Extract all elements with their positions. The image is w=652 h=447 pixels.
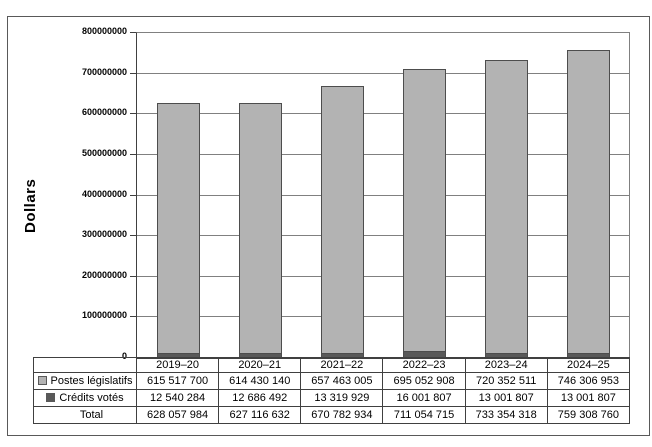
table-row: Crédits votés 12 540 284 12 686 492 13 319 … <box>33 389 631 407</box>
category-header-cell: 2023–24 <box>464 357 548 373</box>
plot-area <box>136 32 630 359</box>
table-row: Postes législatifs 615 517 700 614 430 140… <box>33 372 631 390</box>
row-label-cell: Postes législatifs <box>33 372 137 390</box>
value-cell: 720 352 511 <box>464 372 548 390</box>
y-tick-label: 100000000 <box>81 310 127 321</box>
bar-segment-postes-legislatifs <box>320 86 364 354</box>
category-header-cell: 2021–22 <box>300 357 384 373</box>
bar-segment-postes-legislatifs <box>402 69 446 352</box>
y-tick-label: 400000000 <box>81 188 127 199</box>
y-tick-mark <box>130 316 137 318</box>
y-tick-label: 600000000 <box>81 107 127 118</box>
legend-swatch-icon <box>37 376 47 385</box>
value-cell: 733 354 318 <box>464 406 548 424</box>
y-tick-mark <box>130 72 137 74</box>
value-cell: 16 001 807 <box>382 389 466 407</box>
bar-segment-postes-legislatifs <box>238 103 282 354</box>
table-corner-cell <box>33 357 137 373</box>
stacked-bar-2019–20 <box>156 103 200 358</box>
category-header-cell: 2024–25 <box>546 357 631 373</box>
table-header-row: 2019–20 2020–21 2021–22 2022–23 2023–24 2024–… <box>33 357 631 373</box>
gridline <box>137 316 629 318</box>
y-tick-label: 800000000 <box>81 26 127 36</box>
y-tick-label: 500000000 <box>81 147 127 158</box>
y-tick-label: 700000000 <box>81 66 127 77</box>
value-cell: 614 430 140 <box>218 372 302 390</box>
y-tick-mark <box>130 113 137 115</box>
value-cell: 627 116 632 <box>218 406 302 424</box>
value-cell: 746 306 953 <box>546 372 631 390</box>
stacked-bar-2022–23 <box>402 69 446 358</box>
gridline <box>137 275 629 277</box>
category-header-cell: 2022–23 <box>382 357 466 373</box>
bar-segment-postes-legislatifs <box>566 50 610 354</box>
y-tick-label: 200000000 <box>81 269 127 280</box>
value-cell: 657 463 005 <box>300 372 384 390</box>
gridline <box>137 113 629 115</box>
stacked-bar-2023–24 <box>484 60 528 358</box>
value-cell: 12 540 284 <box>135 389 220 407</box>
gridline <box>137 153 629 155</box>
y-tick-mark <box>130 275 137 277</box>
row-label: Total <box>79 409 104 421</box>
category-header-cell: 2019–20 <box>135 357 220 373</box>
y-tick-mark <box>130 153 137 155</box>
value-cell: 13 319 929 <box>300 389 384 407</box>
stacked-bar-2024–25 <box>566 50 610 358</box>
row-label-cell: Crédits votés <box>33 389 137 407</box>
value-cell: 695 052 908 <box>382 372 466 390</box>
y-axis-title: Dollars <box>22 178 39 233</box>
gridline <box>137 194 629 196</box>
value-cell: 13 001 807 <box>464 389 548 407</box>
value-cell: 711 054 715 <box>382 406 466 424</box>
y-tick-mark <box>130 194 137 196</box>
value-cell: 13 001 807 <box>546 389 631 407</box>
value-cell: 670 782 934 <box>300 406 384 424</box>
category-header-cell: 2020–21 <box>218 357 302 373</box>
row-label: Postes législatifs <box>50 375 133 387</box>
value-cell: 628 057 984 <box>135 406 220 424</box>
y-tick-label: 300000000 <box>81 229 127 240</box>
bar-segment-postes-legislatifs <box>484 60 528 354</box>
bar-segment-postes-legislatifs <box>156 103 200 354</box>
gridline <box>137 235 629 237</box>
legend-swatch-icon <box>46 393 56 402</box>
row-label: Crédits votés <box>59 392 124 404</box>
legend-swatch-spacer <box>67 410 76 419</box>
y-tick-mark <box>130 32 137 33</box>
value-cell: 615 517 700 <box>135 372 220 390</box>
value-cell: 759 308 760 <box>546 406 631 424</box>
table-row: Total 628 057 984 627 116 632 670 782 934 71… <box>33 406 631 424</box>
row-label-cell: Total <box>33 406 137 424</box>
gridline <box>137 72 629 74</box>
value-cell: 12 686 492 <box>218 389 302 407</box>
stacked-bar-2021–22 <box>320 86 364 358</box>
y-tick-mark <box>130 235 137 237</box>
stacked-bar-2020–21 <box>238 103 282 358</box>
data-table: 2019–20 2020–21 2021–22 2022–23 2023–24 2024–… <box>33 357 631 424</box>
y-tick-label: 0 <box>121 351 127 361</box>
